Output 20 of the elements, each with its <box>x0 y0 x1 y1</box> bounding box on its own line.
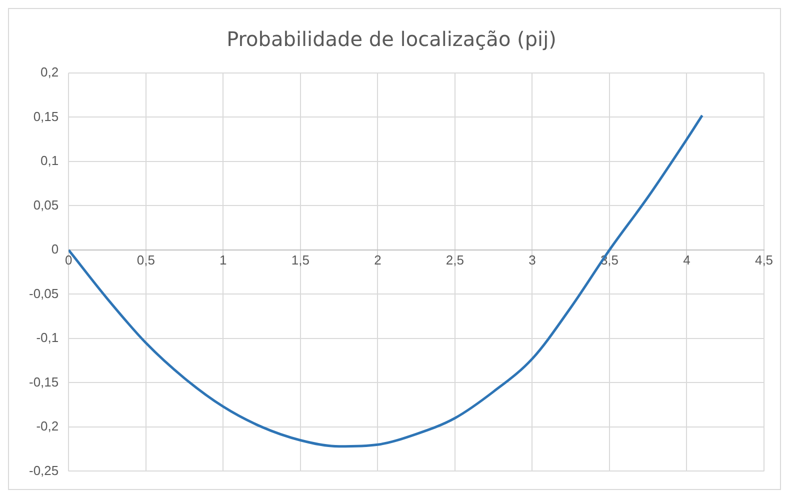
x-tick-label: 1 <box>220 252 227 268</box>
y-tick-label: -0,05 <box>28 286 59 301</box>
y-tick-label: 0 <box>51 242 59 257</box>
y-tick-label: 0,1 <box>40 153 59 168</box>
y-tick-label: -0,25 <box>28 462 59 478</box>
x-tick-label: 4,5 <box>754 252 774 268</box>
y-tick-label: -0,15 <box>28 374 59 390</box>
x-tick-label: 0,5 <box>136 252 155 268</box>
y-tick-label: 0,2 <box>40 64 59 80</box>
x-tick-label: 4 <box>683 252 690 268</box>
chart-title: Probabilidade de localização (pij) <box>226 27 556 52</box>
x-tick-label: 3 <box>528 252 536 268</box>
y-tick-label: -0,1 <box>36 330 59 346</box>
x-tick-label: 1,5 <box>291 252 310 268</box>
y-tick-label: 0,05 <box>33 197 59 212</box>
y-tick-label: 0,15 <box>33 108 59 124</box>
y-tick-label: -0,2 <box>36 418 59 434</box>
x-tick-label: 2 <box>374 252 382 268</box>
x-tick-label: 0 <box>65 252 72 268</box>
x-tick-label: 2,5 <box>446 252 464 268</box>
